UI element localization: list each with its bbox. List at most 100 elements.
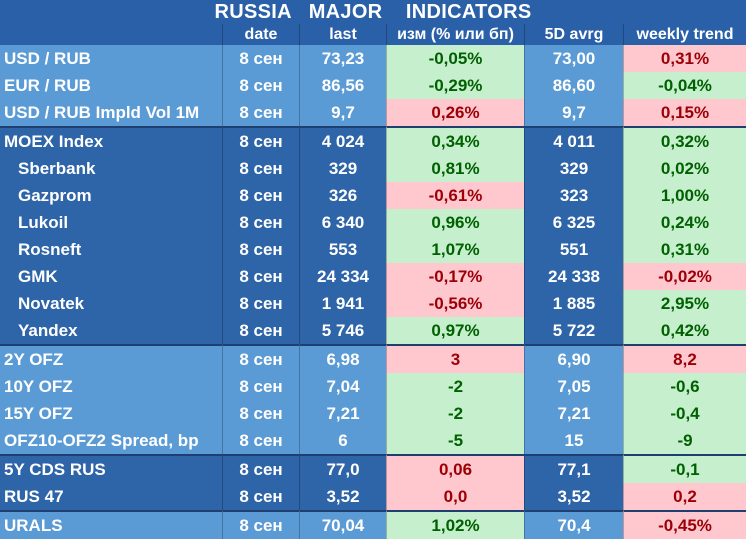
row-change: 1,02% bbox=[386, 510, 524, 539]
row-5d-avg: 70,4 bbox=[524, 510, 623, 539]
header-change: изм (% или бп) bbox=[386, 24, 524, 45]
row-change: 3 bbox=[386, 344, 524, 373]
row-5d-avg: 9,7 bbox=[524, 99, 623, 126]
header-date: date bbox=[222, 24, 299, 45]
row-5d-avg: 323 bbox=[524, 182, 623, 209]
row-date: 8 сен bbox=[222, 126, 299, 155]
row-last: 1 941 bbox=[299, 290, 386, 317]
row-last: 6 340 bbox=[299, 209, 386, 236]
row-change: 0,34% bbox=[386, 126, 524, 155]
row-change: -2 bbox=[386, 400, 524, 427]
row-last: 4 024 bbox=[299, 126, 386, 155]
table-row: USD / RUB Impld Vol 1M 8 сен 9,7 0,26% 9,7 0,… bbox=[0, 99, 746, 126]
row-last: 7,21 bbox=[299, 400, 386, 427]
table-row: RUS 47 8 сен 3,52 0,0 3,52 0,2 bbox=[0, 483, 746, 510]
row-change: 0,26% bbox=[386, 99, 524, 126]
row-weekly-trend: 0,31% bbox=[623, 236, 746, 263]
row-date: 8 сен bbox=[222, 209, 299, 236]
row-last: 7,04 bbox=[299, 373, 386, 400]
row-weekly-trend: 1,00% bbox=[623, 182, 746, 209]
table-body: USD / RUB 8 сен 73,23 -0,05% 73,00 0,31% EUR /… bbox=[0, 45, 746, 539]
row-name: OFZ10-OFZ2 Spread, bp bbox=[0, 427, 222, 454]
row-date: 8 сен bbox=[222, 373, 299, 400]
page-title: RUSSIA MAJOR INDICATORS bbox=[0, 0, 746, 24]
row-change: -0,17% bbox=[386, 263, 524, 290]
row-5d-avg: 15 bbox=[524, 427, 623, 454]
row-date: 8 сен bbox=[222, 317, 299, 344]
row-name: Novatek bbox=[0, 290, 222, 317]
row-5d-avg: 551 bbox=[524, 236, 623, 263]
table-row: OFZ10-OFZ2 Spread, bp 8 сен 6 -5 15 -9 bbox=[0, 427, 746, 454]
row-last: 329 bbox=[299, 155, 386, 182]
table-row: Rosneft 8 сен 553 1,07% 551 0,31% bbox=[0, 236, 746, 263]
row-name: 10Y OFZ bbox=[0, 373, 222, 400]
row-change: 0,97% bbox=[386, 317, 524, 344]
row-name: 15Y OFZ bbox=[0, 400, 222, 427]
row-last: 553 bbox=[299, 236, 386, 263]
row-weekly-trend: -0,6 bbox=[623, 373, 746, 400]
title-part-3: INDICATORS bbox=[405, 1, 532, 23]
title-part-1: RUSSIA bbox=[214, 1, 292, 23]
row-name: 5Y CDS RUS bbox=[0, 454, 222, 483]
table-header-row: date last изм (% или бп) 5D avrg weekly … bbox=[0, 24, 746, 45]
table-row: 2Y OFZ 8 сен 6,98 3 6,90 8,2 bbox=[0, 344, 746, 373]
row-last: 5 746 bbox=[299, 317, 386, 344]
row-weekly-trend: -0,4 bbox=[623, 400, 746, 427]
row-weekly-trend: 0,31% bbox=[623, 45, 746, 72]
row-last: 3,52 bbox=[299, 483, 386, 510]
row-last: 6 bbox=[299, 427, 386, 454]
row-5d-avg: 7,21 bbox=[524, 400, 623, 427]
row-last: 9,7 bbox=[299, 99, 386, 126]
row-date: 8 сен bbox=[222, 510, 299, 539]
row-last: 326 bbox=[299, 182, 386, 209]
row-weekly-trend: -9 bbox=[623, 427, 746, 454]
row-last: 77,0 bbox=[299, 454, 386, 483]
row-date: 8 сен bbox=[222, 454, 299, 483]
row-5d-avg: 7,05 bbox=[524, 373, 623, 400]
row-date: 8 сен bbox=[222, 236, 299, 263]
row-date: 8 сен bbox=[222, 400, 299, 427]
row-change: -5 bbox=[386, 427, 524, 454]
row-name: Lukoil bbox=[0, 209, 222, 236]
row-weekly-trend: 2,95% bbox=[623, 290, 746, 317]
row-weekly-trend: 0,15% bbox=[623, 99, 746, 126]
row-weekly-trend: -0,04% bbox=[623, 72, 746, 99]
row-weekly-trend: 0,2 bbox=[623, 483, 746, 510]
row-date: 8 сен bbox=[222, 483, 299, 510]
row-5d-avg: 77,1 bbox=[524, 454, 623, 483]
table-row: Novatek 8 сен 1 941 -0,56% 1 885 2,95% bbox=[0, 290, 746, 317]
row-weekly-trend: 0,02% bbox=[623, 155, 746, 182]
header-last: last bbox=[299, 24, 386, 45]
row-date: 8 сен bbox=[222, 344, 299, 373]
header-name bbox=[0, 24, 222, 45]
row-date: 8 сен bbox=[222, 263, 299, 290]
row-weekly-trend: -0,02% bbox=[623, 263, 746, 290]
row-change: 0,81% bbox=[386, 155, 524, 182]
row-5d-avg: 86,60 bbox=[524, 72, 623, 99]
row-name: Gazprom bbox=[0, 182, 222, 209]
table-row: URALS 8 сен 70,04 1,02% 70,4 -0,45% bbox=[0, 510, 746, 539]
row-name: Sberbank bbox=[0, 155, 222, 182]
row-last: 73,23 bbox=[299, 45, 386, 72]
row-weekly-trend: -0,45% bbox=[623, 510, 746, 539]
row-date: 8 сен bbox=[222, 155, 299, 182]
header-5d-avg: 5D avrg bbox=[524, 24, 623, 45]
row-name: URALS bbox=[0, 510, 222, 539]
row-name: EUR / RUB bbox=[0, 72, 222, 99]
row-5d-avg: 329 bbox=[524, 155, 623, 182]
row-last: 6,98 bbox=[299, 344, 386, 373]
row-name: GMK bbox=[0, 263, 222, 290]
row-change: 0,96% bbox=[386, 209, 524, 236]
title-part-2: MAJOR bbox=[308, 1, 383, 23]
row-name: 2Y OFZ bbox=[0, 344, 222, 373]
row-5d-avg: 6 325 bbox=[524, 209, 623, 236]
row-weekly-trend: 0,32% bbox=[623, 126, 746, 155]
row-date: 8 сен bbox=[222, 182, 299, 209]
row-5d-avg: 6,90 bbox=[524, 344, 623, 373]
row-change: -0,05% bbox=[386, 45, 524, 72]
row-name: USD / RUB bbox=[0, 45, 222, 72]
row-name: MOEX Index bbox=[0, 126, 222, 155]
row-date: 8 сен bbox=[222, 72, 299, 99]
row-change: 1,07% bbox=[386, 236, 524, 263]
